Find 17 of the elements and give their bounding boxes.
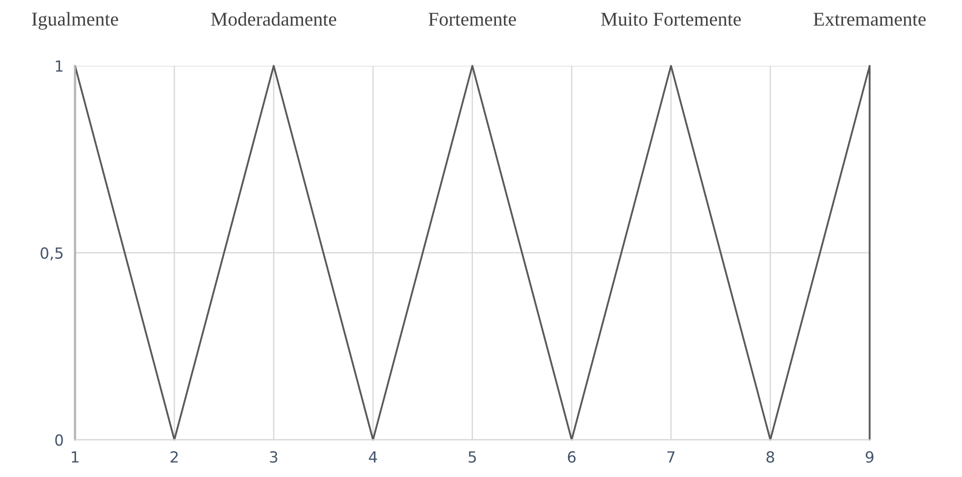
annotation: Extremamente <box>814 12 926 26</box>
x-tick-label: 5 <box>468 451 476 463</box>
x-tick-label: 6 <box>568 451 576 463</box>
x-tick-label: 1 <box>72 451 78 463</box>
x-tick-label: 3 <box>270 451 278 463</box>
y-tick-label: 1 <box>56 60 63 72</box>
annotation: Igualmente <box>32 12 118 30</box>
y-tick-label: 0,5 <box>40 247 63 260</box>
x-tick-label: 7 <box>667 451 675 463</box>
annotation: Fortemente <box>428 12 516 26</box>
x-tick-label: 2 <box>170 451 178 463</box>
x-tick-label: 8 <box>766 451 774 463</box>
annotation: Moderadamente <box>211 12 336 26</box>
annotation: Muito Fortemente <box>601 12 741 26</box>
x-tick-label: 9 <box>866 451 874 463</box>
y-tick-label: 0 <box>55 434 63 446</box>
x-tick-label: 4 <box>368 451 378 463</box>
